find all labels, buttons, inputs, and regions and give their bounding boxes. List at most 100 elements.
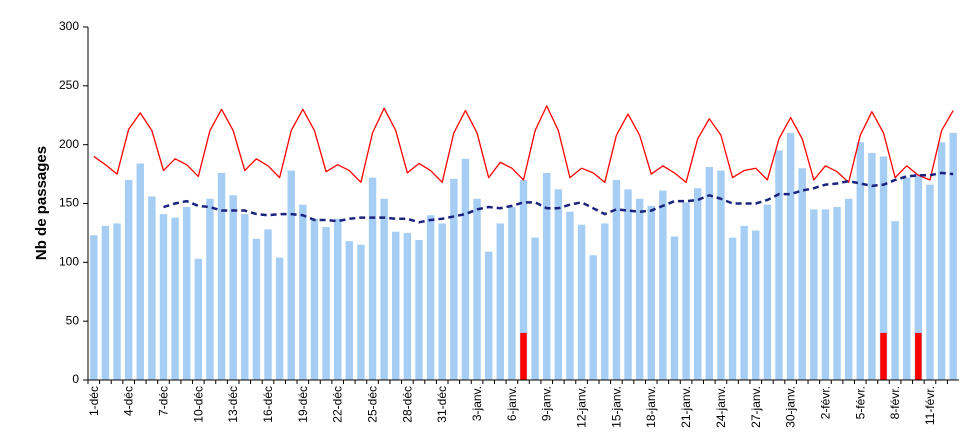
bar	[914, 174, 923, 380]
bar	[229, 195, 237, 380]
bar	[473, 198, 481, 380]
y-tick-label: 150	[59, 196, 79, 210]
bar	[426, 215, 435, 380]
bar	[148, 196, 156, 380]
bar	[752, 230, 760, 380]
bar	[322, 227, 330, 380]
y-axis-label: Nb de passages	[33, 146, 50, 260]
bar	[496, 223, 504, 380]
x-tick-label: 24-janv.	[714, 386, 728, 428]
bar	[844, 198, 853, 380]
bar	[194, 258, 203, 380]
bar	[903, 177, 911, 380]
bar	[275, 257, 284, 380]
x-tick-label: 25-déc	[366, 386, 380, 423]
bar	[566, 211, 574, 380]
bar	[264, 229, 272, 380]
bar	[926, 184, 934, 380]
x-tick-label: 13-déc	[226, 386, 240, 423]
bar	[392, 231, 400, 380]
bar	[287, 170, 295, 380]
bar	[659, 190, 667, 380]
bar	[450, 178, 458, 380]
bar	[612, 179, 621, 380]
x-tick-label: 18-janv.	[644, 386, 658, 428]
bar	[136, 163, 144, 380]
alarm-bar	[880, 332, 887, 380]
bar	[461, 158, 470, 380]
alarm-bar	[520, 332, 527, 380]
bar	[624, 189, 632, 380]
bar	[601, 223, 609, 380]
x-tick-label: 7-déc	[156, 386, 170, 416]
x-tick-label: 27-janv.	[749, 386, 763, 428]
x-tick-label: 30-janv.	[784, 386, 798, 428]
x-tick-label: 21-janv.	[679, 386, 693, 428]
bar	[217, 172, 226, 380]
bar	[833, 207, 841, 380]
bar	[206, 198, 214, 380]
bar	[775, 150, 783, 380]
y-tick-label: 0	[72, 372, 79, 386]
bar	[113, 223, 121, 380]
x-tick-label: 8-févr.	[888, 386, 902, 419]
bar	[241, 214, 249, 380]
bar	[380, 198, 388, 380]
bar	[484, 251, 493, 380]
x-tick-label: 3-janv.	[470, 386, 484, 421]
bar	[182, 207, 191, 380]
y-tick-label: 300	[59, 19, 79, 33]
x-tick-label: 12-janv.	[575, 386, 589, 428]
x-tick-label: 6-janv.	[505, 386, 519, 421]
x-tick-label: 1-déc	[87, 386, 101, 416]
bar	[403, 232, 412, 380]
y-tick-label: 100	[59, 255, 79, 269]
bar	[670, 236, 679, 380]
bar	[171, 217, 179, 380]
bar	[693, 188, 702, 380]
x-tick-label: 2-févr.	[818, 386, 832, 419]
x-tick-label: 10-déc	[191, 386, 205, 423]
bar	[728, 237, 737, 380]
bar	[577, 224, 586, 380]
bar	[856, 142, 865, 380]
bar	[786, 132, 795, 380]
bar	[368, 177, 377, 380]
bar	[90, 235, 98, 380]
bar	[589, 255, 597, 380]
y-tick-label: 50	[66, 313, 80, 327]
bar	[810, 209, 818, 380]
bar	[101, 225, 110, 380]
bar	[647, 205, 655, 380]
bar	[333, 218, 342, 380]
x-tick-label: 22-déc	[331, 386, 345, 423]
bar	[763, 204, 772, 380]
bar	[682, 202, 690, 380]
x-tick-label: 15-janv.	[609, 386, 623, 428]
bar	[124, 179, 133, 380]
bar	[159, 214, 168, 380]
bar	[717, 170, 725, 380]
bar	[543, 172, 551, 380]
bar	[508, 207, 516, 380]
bar	[949, 132, 957, 380]
bar	[937, 142, 946, 380]
bar	[798, 168, 806, 380]
bar	[252, 238, 261, 380]
bar	[519, 179, 528, 380]
alarm-bar	[915, 332, 922, 380]
bar	[438, 223, 446, 380]
average-line	[163, 171, 954, 224]
bar	[868, 152, 876, 380]
bar	[299, 204, 307, 380]
x-tick-label: 5-févr.	[853, 386, 867, 419]
bar	[357, 244, 365, 380]
bar	[531, 237, 539, 380]
bar	[415, 239, 423, 380]
x-tick-label: 31-déc	[435, 386, 449, 423]
y-tick-label: 200	[59, 137, 79, 151]
bar	[821, 209, 830, 380]
bar	[879, 156, 888, 380]
x-tick-label: 4-déc	[122, 386, 136, 416]
